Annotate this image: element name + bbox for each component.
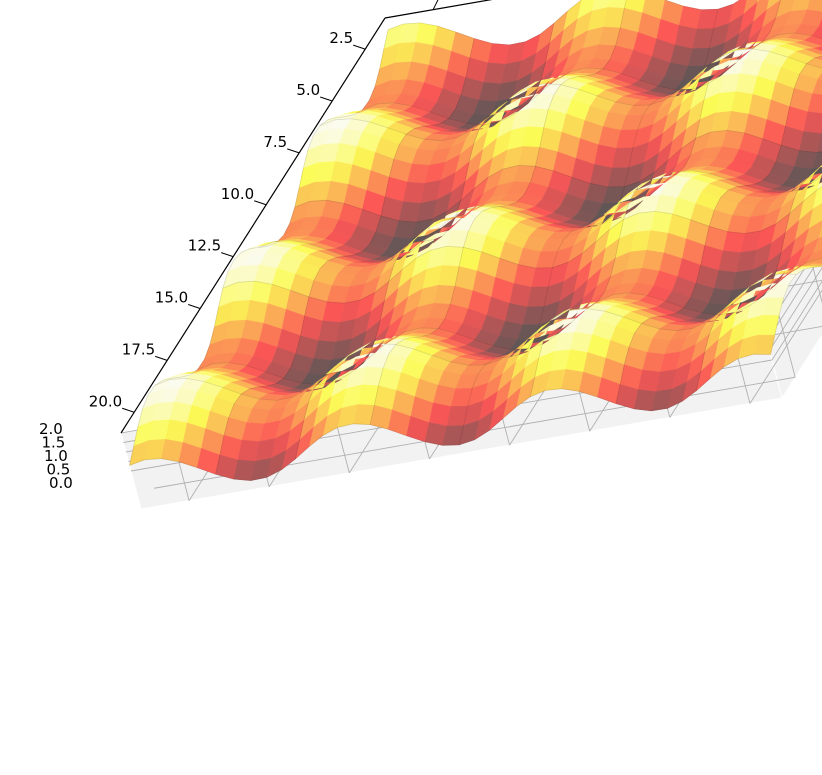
gridline-floor-x [749,289,822,404]
surface-facet [806,0,822,13]
surface-wire [369,0,627,425]
surface-facet [817,72,822,80]
surface-facet [233,459,256,481]
z-tick-label: 2.0 [39,420,63,438]
surface-wire [129,29,389,466]
surface-wire [695,172,822,391]
z-tick-label: 0.0 [49,474,73,492]
surface-wire [215,38,475,475]
y-tick [122,407,135,413]
y-axis-line [120,17,386,434]
y-tick-label: 20.0 [89,392,122,410]
surface-facet [812,46,822,52]
z-tick-label: 1.5 [42,434,66,452]
y-tick [320,96,333,102]
surface-wire [319,48,822,142]
surface-facet [807,93,822,114]
surface-facet [804,47,822,56]
surface-wire [770,265,822,355]
gridline-z [130,280,822,472]
y-tick-label: 15.0 [155,289,188,307]
surface-wire [295,23,555,460]
surface-facet [818,18,822,28]
surface-facet [811,26,822,39]
surface-facet [813,55,822,61]
y-tick [353,44,366,50]
z-tick-label: 1.0 [44,447,68,465]
surface-wire [197,257,822,386]
y-tick [254,200,267,206]
surface-facet [803,35,822,47]
surface-wire [294,129,822,223]
surface-facet [633,389,656,412]
surface-mesh [129,0,822,482]
surface-facet [442,425,464,446]
x-tick [432,0,439,10]
surface-wire [129,353,771,482]
surface-facet [812,78,822,95]
surface-wire [529,0,781,397]
surface-wire [387,0,741,46]
y-tick-label: 5.0 [296,81,320,99]
y-tick-label: 12.5 [188,237,221,255]
surface-wire [222,186,822,304]
wall-pane-x [761,226,822,400]
x-tick-label: 2.5 [435,0,459,2]
axis-lines [120,0,493,434]
surface-wire [458,9,719,445]
y-tick [155,355,168,361]
z-tick-label: 0.5 [47,461,71,479]
surface-wire [154,273,797,401]
surface-wire [362,32,822,126]
y-tick [287,148,300,154]
tick-labels: 2.55.07.510.012.515.017.520.02.55.07.510… [39,0,459,492]
y-tick [188,304,201,309]
y-tick-label: 2.5 [329,29,353,47]
surface-facet [805,57,822,69]
surface-facet [129,440,150,466]
surface-wire [615,55,822,404]
y-tick-label: 7.5 [263,133,287,151]
y-tick-label: 17.5 [122,340,155,358]
surface-wire [258,170,822,264]
y-tick-label: 10.0 [221,185,254,203]
y-tick [221,252,234,258]
